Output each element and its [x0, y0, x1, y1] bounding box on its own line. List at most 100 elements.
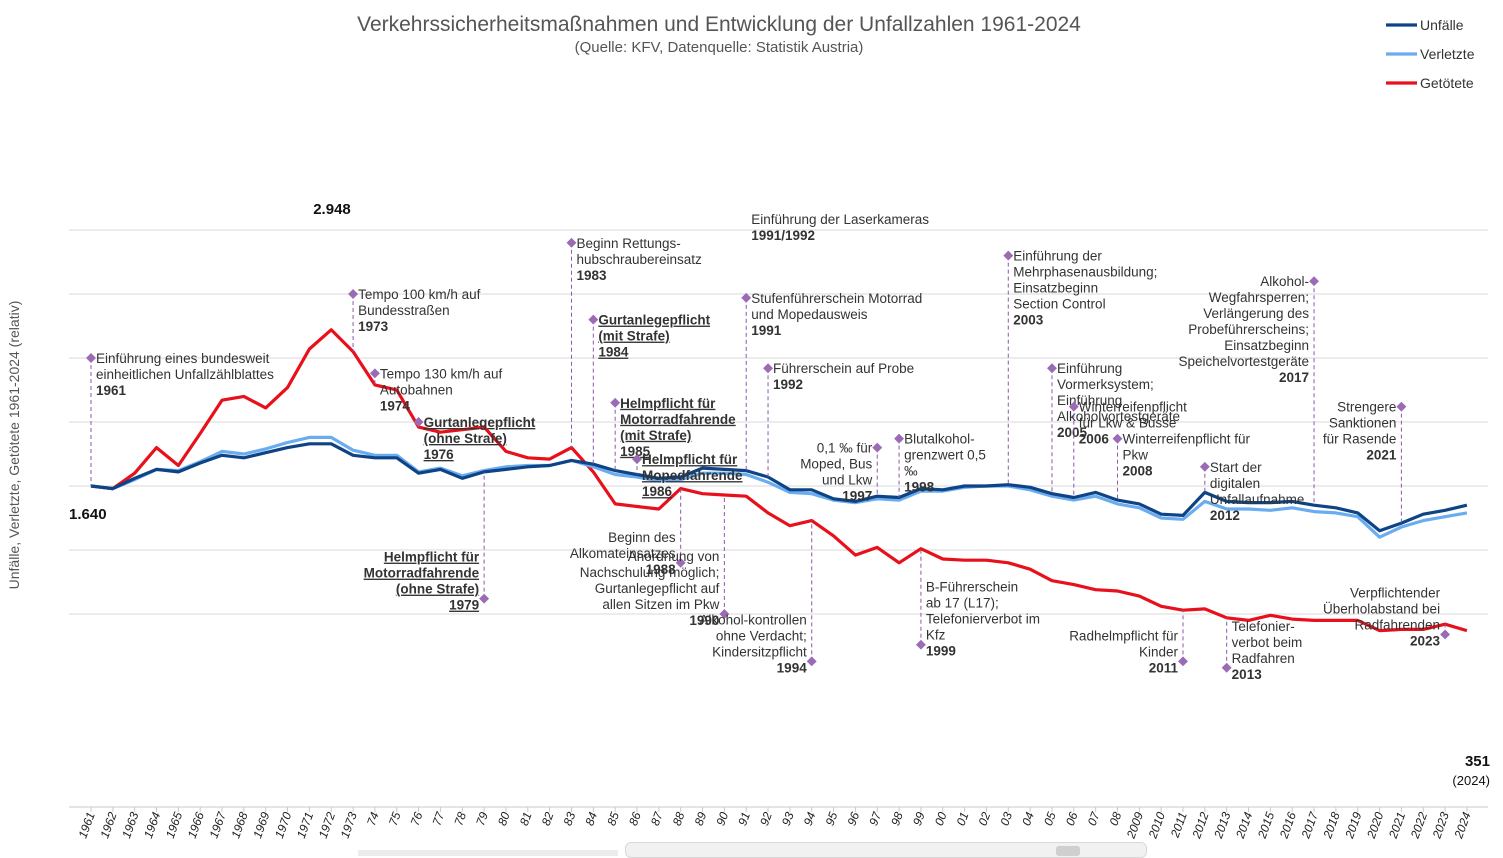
annotation-text: Stufenführerschein Motorrad	[751, 291, 922, 306]
annotation-year: 1988	[646, 562, 677, 577]
x-tick-label: 2020	[1364, 810, 1387, 841]
annotation-year: 1974	[380, 398, 411, 413]
x-tick-label: 2012	[1189, 810, 1212, 841]
annotation-text: Kinder	[1139, 644, 1179, 659]
x-tick-label: 86	[626, 810, 644, 828]
annotation-text: Beginn des	[608, 530, 676, 545]
annotation-year: 1985	[620, 444, 651, 459]
horizontal-scroll-area	[358, 850, 618, 856]
annotation-marker	[1003, 250, 1014, 261]
annotation-text: Vormerksystem;	[1057, 377, 1154, 392]
annotation-text: Einführung der Laserkameras	[751, 212, 929, 227]
annotation-marker	[1309, 276, 1319, 287]
annotation-marker	[915, 639, 926, 650]
annotation-text: Moped, Bus	[800, 457, 872, 472]
x-tick-label: 93	[779, 810, 797, 828]
x-tick-label: 87	[648, 809, 666, 828]
x-tick-label: 2019	[1342, 810, 1365, 841]
annotation-a1998: Blutalkohol-grenzwert 0,5‰1998	[894, 432, 986, 498]
annotation-text: Winterreifenpflicht	[1079, 400, 1187, 415]
annotation-marker	[763, 363, 773, 374]
data-label: 2.948	[313, 201, 351, 218]
annotation-year: 2008	[1122, 464, 1153, 479]
x-tick-label: 75	[386, 810, 404, 828]
annotation-year: 1986	[642, 484, 673, 499]
annotation-text: Gurtanlegepflicht	[424, 415, 536, 430]
x-tick-label: 1962	[97, 810, 119, 840]
annotation-text: Kindersitzpflicht	[712, 644, 807, 659]
x-tick-label: 2009	[1124, 810, 1147, 841]
annotation-marker	[348, 289, 359, 299]
annotation-year: 2017	[1279, 370, 1309, 385]
annotation-text: Alkomateinsatzes	[570, 546, 676, 561]
annotation-text: Helmpflicht für	[620, 396, 716, 411]
annotation-text: 0,1 ‰ für	[817, 441, 873, 456]
series-line-gettete	[90, 328, 1468, 633]
annotation-text: (mit Strafe)	[620, 428, 691, 443]
x-tick-label: 94	[801, 810, 819, 828]
annotation-year: 2006	[1079, 432, 1110, 447]
annotation-text: einheitlichen Unfallzählblattes	[96, 367, 274, 382]
series-line-verletzte	[90, 435, 1468, 539]
annotation-text: Beginn Rettungs-	[576, 236, 680, 251]
series-lines	[90, 328, 1468, 633]
x-tick-label: 2013	[1211, 810, 1234, 841]
x-tick-label: 80	[495, 810, 513, 828]
annotation-text: Unfallaufnahme	[1210, 492, 1305, 507]
annotation-text: Anordnung von	[628, 549, 720, 564]
x-tick-label: 1966	[185, 810, 207, 840]
x-tick-label: 1967	[207, 809, 230, 840]
annotation-year: 1973	[358, 319, 389, 334]
annotation-text: (ohne Strafe)	[396, 582, 479, 597]
annotation-text: Bundesstraßen	[358, 303, 450, 318]
data-label-sub: (2024)	[1452, 773, 1490, 788]
x-tick-label: 76	[408, 810, 426, 828]
annotation-marker	[610, 397, 621, 408]
annotation-text: Tempo 130 km/h auf	[380, 366, 503, 381]
annotation-a1961: Einführung eines bundesweiteinheitlichen…	[86, 351, 274, 486]
annotation-text: Radfahren	[1232, 651, 1295, 666]
annotation-a1976: Gurtanlegepflicht(ohne Strafe)1976	[413, 415, 536, 462]
annotation-text: Blutalkohol-	[904, 432, 975, 447]
annotation-text: Einsatzbeginn	[1013, 281, 1098, 296]
series-line-unflle	[90, 442, 1468, 533]
scrollbar-thumb[interactable]	[1056, 846, 1080, 856]
x-tick-label: 91	[735, 810, 753, 827]
annotation-marker	[1112, 433, 1123, 444]
annotation-text: Helmpflicht für	[642, 452, 738, 467]
annotation-marker	[675, 557, 686, 568]
x-tick-label: 1965	[163, 810, 185, 840]
annotation-a2005: EinführungVormerksystem;EinführungAlkoho…	[1047, 361, 1180, 494]
annotation-text: Kfz	[926, 628, 946, 643]
annotation-text: (ohne Strafe)	[424, 431, 507, 446]
annotation-marker	[479, 593, 490, 604]
annotation-text: Probeführerscheins;	[1188, 322, 1309, 337]
x-tick-label: 92	[757, 810, 775, 828]
x-tick-label: 00	[932, 810, 950, 828]
annotation-text: Einführung eines bundesweit	[96, 351, 270, 366]
x-tick-label: 99	[910, 810, 928, 828]
annotation-marker	[369, 368, 380, 379]
annotation-marker	[588, 314, 599, 325]
annotation-text: Wegfahrsperren;	[1209, 290, 1309, 305]
x-tick-label: 1973	[338, 810, 360, 840]
annotation-text: Autobahnen	[380, 382, 453, 397]
annotation-text: Helmpflicht für	[384, 550, 480, 565]
annotation-text: Überholabstand bei	[1323, 601, 1440, 616]
annotation-marker	[1178, 656, 1188, 667]
x-tick-label: 2023	[1429, 810, 1452, 841]
x-tick-label: 2011	[1167, 810, 1189, 840]
x-tick-label: 2021	[1386, 810, 1409, 841]
annotation-text: für Lkw & Busse	[1079, 416, 1177, 431]
x-tick-label: 90	[713, 810, 731, 828]
annotation-text: ab 17 (L17);	[926, 596, 999, 611]
x-axis: 1961 1962 1963 1964 1965 1966 1967 1968 1969 1970…	[69, 806, 1488, 841]
annotation-year: 1999	[926, 644, 956, 659]
annotation-marker	[894, 433, 905, 444]
